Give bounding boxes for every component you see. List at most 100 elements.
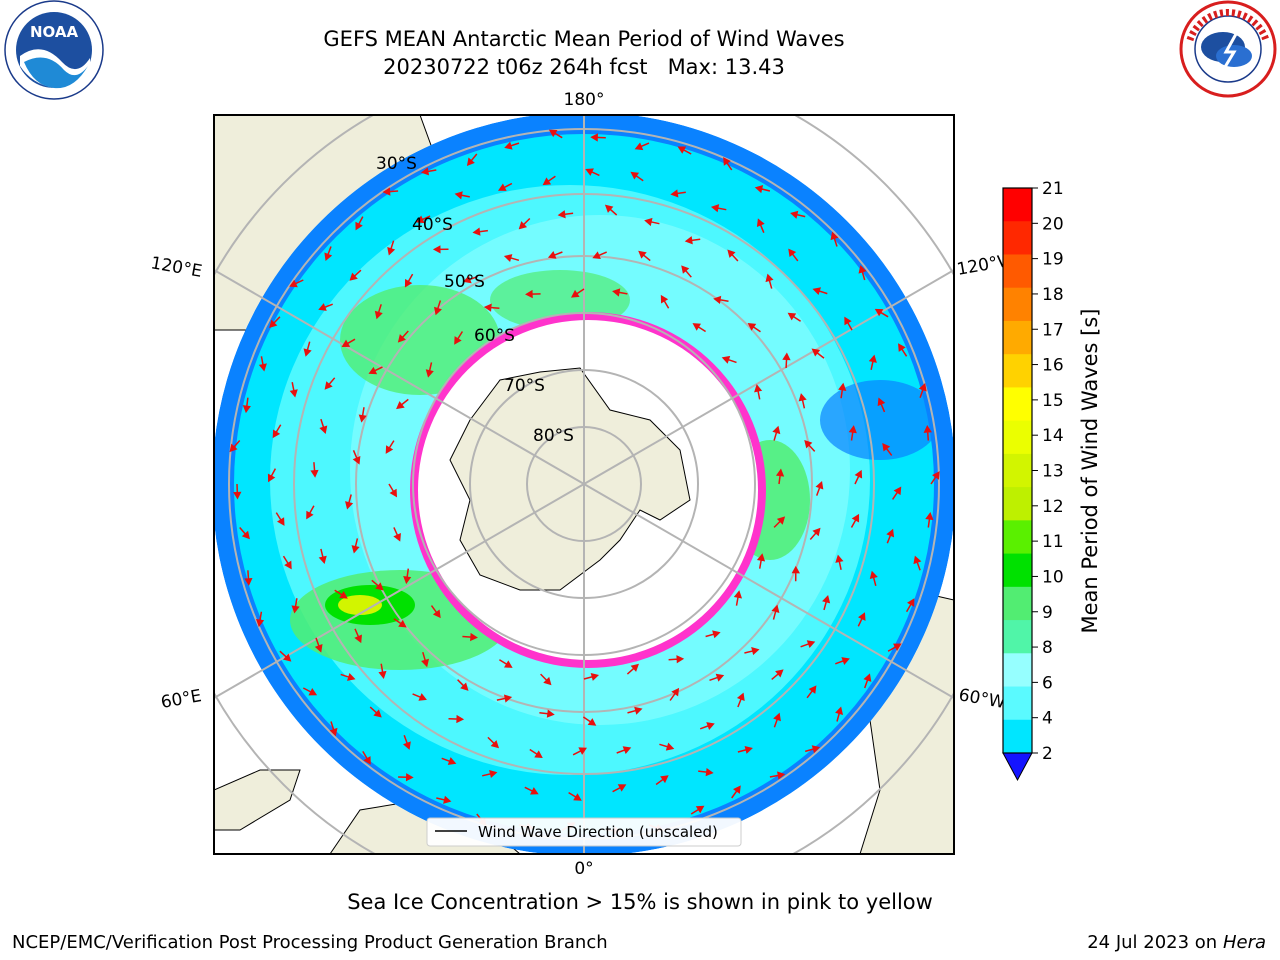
lat-label-50s: 50°S (444, 272, 485, 292)
wave-direction-arrow (925, 512, 934, 528)
lat-label-60s: 60°S (474, 326, 515, 346)
wave-direction-arrow (709, 673, 725, 682)
wave-direction-arrow (504, 141, 520, 150)
wave-direction-arrow (397, 330, 409, 343)
colorbar-band (1003, 221, 1032, 255)
wave-direction-arrow (848, 425, 857, 441)
wave-direction-arrow (482, 769, 498, 778)
wave-direction-arrow (472, 227, 488, 236)
wave-direction-arrow (822, 595, 831, 611)
footer-date-text: 24 Jul 2023 on (1087, 932, 1223, 953)
wave-direction-arrow (585, 168, 600, 177)
wave-direction-arrow (681, 265, 692, 278)
wave-direction-arrow (319, 418, 328, 434)
colorbar-tick-label: 13 (1042, 462, 1064, 482)
colorbar-tick-label: 18 (1042, 285, 1064, 305)
wave-direction-arrow (660, 294, 670, 309)
colorbar-tick-label: 9 (1042, 603, 1053, 623)
wave-direction-arrow (457, 679, 469, 691)
wave-direction-arrow (713, 295, 729, 304)
wave-direction-arrow (448, 714, 465, 724)
colorbar-band (1003, 686, 1032, 721)
colorbar-band (1003, 520, 1032, 555)
wave-direction-arrow (291, 598, 300, 614)
colorbar-tick-label: 16 (1042, 356, 1064, 376)
wave-direction-arrow (258, 356, 267, 372)
wave-direction-arrow (548, 129, 563, 139)
wave-direction-arrow (329, 721, 338, 737)
wave-direction-arrow (524, 786, 539, 795)
wave-direction-arrow (905, 598, 915, 613)
wave-direction-arrow (669, 687, 680, 701)
wave-direction-arrow (318, 303, 333, 311)
wave-direction-arrow (887, 643, 902, 652)
wave-direction-arrow (244, 570, 253, 586)
colorbar-tick-label: 17 (1042, 320, 1064, 340)
wave-direction-arrow (756, 553, 766, 569)
lat-label-30s: 30°S (376, 154, 417, 174)
wave-direction-arrow (352, 450, 361, 465)
wave-direction-arrow (572, 747, 587, 756)
wave-direction-arrow (229, 440, 241, 453)
arrow-legend: Wind Wave Direction (unscaled) (426, 817, 742, 847)
wave-direction-arrow (385, 440, 395, 454)
wave-direction-arrow (731, 785, 741, 799)
colorbar-tick-label: 19 (1042, 250, 1064, 270)
wave-direction-arrow (604, 204, 618, 216)
wave-direction-arrow (771, 669, 784, 680)
wave-direction-arrow (518, 217, 531, 230)
colorbar-tick-label: 12 (1042, 497, 1064, 517)
wave-direction-arrow (869, 570, 878, 586)
wave-direction-arrow (303, 341, 312, 357)
wave-direction-arrow (918, 383, 927, 398)
wave-direction-arrow (835, 554, 844, 570)
colorbar-band (1003, 719, 1032, 754)
wave-direction-arrow (547, 251, 563, 259)
wave-direction-arrow (891, 486, 902, 500)
lat-label-70s: 70°S (504, 376, 545, 396)
wave-direction-arrow (677, 146, 692, 155)
lat-label-40s: 40°S (412, 215, 453, 235)
wave-direction-arrow (378, 663, 387, 680)
wave-direction-arrow (773, 712, 781, 728)
wave-direction-arrow (733, 590, 743, 606)
wave-direction-arrow (275, 512, 285, 526)
wave-direction-arrow (463, 275, 478, 284)
map-frame (213, 114, 955, 855)
wave-direction-arrow (913, 555, 922, 571)
colorbar-tick-label: 11 (1042, 532, 1064, 552)
wave-direction-arrow (630, 171, 644, 182)
wave-direction-arrow (771, 604, 780, 620)
wave-direction-arrow (393, 618, 407, 628)
wave-direction-arrow (454, 331, 464, 345)
wave-direction-arrow (710, 204, 727, 213)
noaa-wordmark: NOAA (30, 23, 79, 41)
lon-label-60e: 60°E (159, 686, 203, 713)
wave-direction-arrow (815, 481, 824, 496)
wave-direction-arrow (744, 647, 760, 656)
wave-direction-arrow (434, 300, 442, 316)
wave-direction-arrow (540, 673, 552, 686)
wave-direction-arrow (659, 742, 675, 751)
lon-label-180: 180° (564, 90, 605, 110)
wave-direction-arrow (542, 175, 556, 186)
wave-direction-arrow (462, 632, 478, 642)
wave-direction-arrow (306, 505, 315, 520)
colorbar-band (1003, 188, 1032, 222)
wave-direction-arrow (790, 210, 806, 219)
wave-direction-arrow (775, 468, 785, 485)
wave-direction-arrow (791, 565, 800, 582)
wave-direction-arrow (590, 133, 606, 142)
wave-direction-arrow (454, 191, 470, 200)
wave-direction-arrow (668, 655, 685, 664)
wave-direction-arrow (570, 288, 585, 298)
wave-direction-arrow (930, 471, 940, 485)
wave-direction-arrow (684, 236, 701, 245)
wave-direction-arrow (868, 354, 877, 370)
wave-direction-arrow (804, 745, 821, 754)
wave-direction-arrow (420, 167, 437, 176)
wave-direction-arrow (638, 250, 651, 262)
wave-direction-arrow (412, 693, 427, 701)
wave-direction-arrow (737, 745, 753, 754)
wave-direction-arrow (499, 659, 513, 668)
